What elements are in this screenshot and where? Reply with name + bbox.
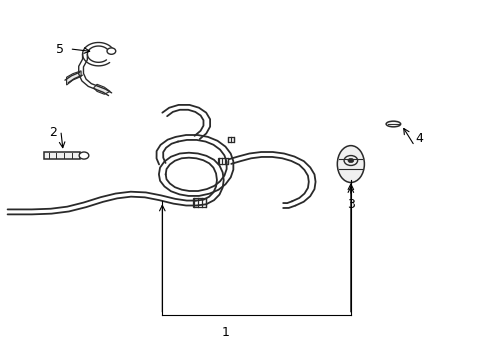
Text: 4: 4 [415,132,423,145]
Circle shape [79,152,89,159]
Bar [218,158,227,164]
Ellipse shape [386,121,400,127]
Bar [193,198,206,207]
Bar [227,137,234,143]
Text: 2: 2 [49,126,58,139]
Polygon shape [66,71,81,85]
Text: 1: 1 [221,326,229,339]
Ellipse shape [337,145,364,183]
Polygon shape [94,84,110,94]
Circle shape [107,48,116,54]
Bar [44,152,80,159]
Text: 5: 5 [56,43,64,56]
Circle shape [347,158,353,163]
Text: 3: 3 [346,198,354,211]
